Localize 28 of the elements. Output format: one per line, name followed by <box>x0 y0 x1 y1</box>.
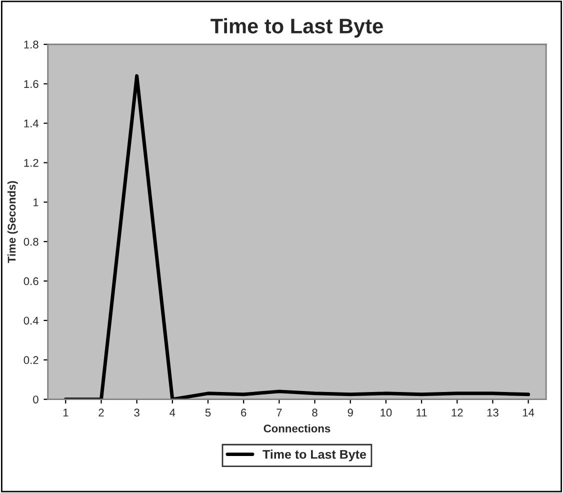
x-tick-label: 8 <box>312 408 318 417</box>
y-tick-label: 1 <box>33 198 38 206</box>
x-tick-label: 13 <box>487 408 498 417</box>
y-tick-label: 1.8 <box>24 40 38 49</box>
y-axis-title: Time (Seconds) <box>7 181 18 263</box>
x-tick-label: 10 <box>380 408 392 417</box>
y-tick-label: 0 <box>33 396 38 404</box>
chart-title: Time to Last Byte <box>210 18 383 38</box>
y-tick-label: 0.8 <box>24 238 38 246</box>
x-tick-label: 2 <box>98 408 104 416</box>
x-tick-label: 3 <box>134 408 140 417</box>
y-tick-label: 0.6 <box>24 277 38 286</box>
x-tick-label: 1 <box>63 408 68 416</box>
x-tick-label: 9 <box>348 408 353 417</box>
x-tick-label: 4 <box>170 408 176 416</box>
x-tick-label: 5 <box>205 408 211 417</box>
y-tick-label: 1.2 <box>24 158 38 167</box>
x-axis-title: Connections <box>264 424 330 432</box>
x-tick-label: 6 <box>241 408 246 417</box>
x-tick-label: 12 <box>452 408 463 416</box>
legend-label: Time to Last Byte <box>262 450 366 462</box>
y-tick-label: 0.4 <box>24 316 39 325</box>
x-tick-label: 11 <box>416 408 427 416</box>
y-tick-label: 0.2 <box>24 356 38 364</box>
x-tick-label: 7 <box>276 408 282 416</box>
y-tick-label: 1.4 <box>24 120 39 128</box>
x-tick-label: 14 <box>522 408 534 416</box>
y-tick-label: 1.6 <box>24 80 38 88</box>
